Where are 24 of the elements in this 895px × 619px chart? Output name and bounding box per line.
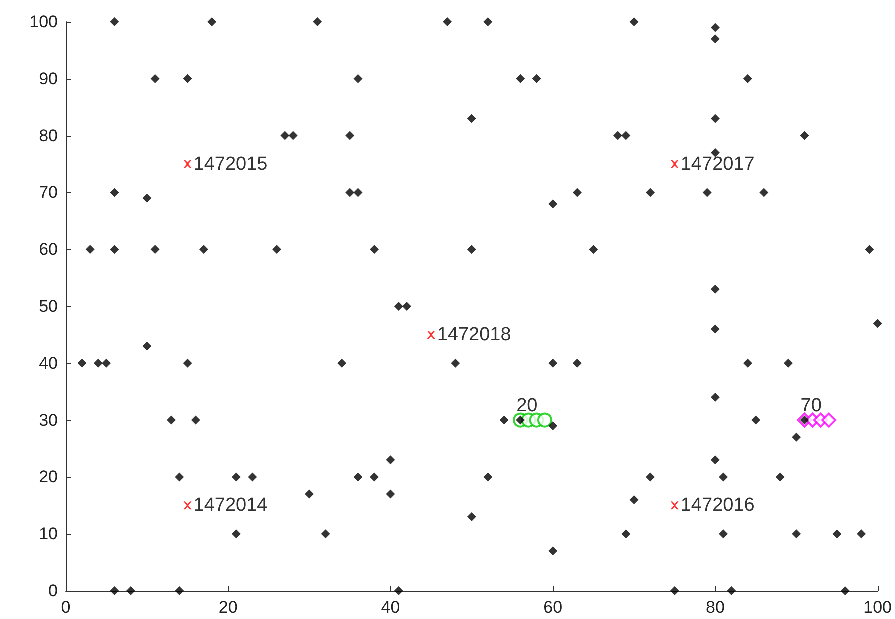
annotation: 1472015 <box>194 154 268 175</box>
y-tick-label: 0 <box>48 582 58 600</box>
x-tick-label: 40 <box>381 598 400 617</box>
annotation: 1472018 <box>437 324 512 346</box>
annotation: 1472017 <box>680 154 755 175</box>
x-tick-label: 60 <box>544 598 563 617</box>
y-tick-label: 100 <box>30 12 58 32</box>
x-tick-label: 0 <box>61 598 71 617</box>
y-tick-label: 70 <box>39 183 58 202</box>
y-tick-label: 40 <box>39 354 58 373</box>
annotation: 1472016 <box>680 495 755 516</box>
y-tick-label: 60 <box>39 240 58 260</box>
x-tick-label: 100 <box>864 598 892 617</box>
y-tick-label: 30 <box>39 410 58 430</box>
y-tick-label: 90 <box>39 69 58 88</box>
x-tick-label: 20 <box>218 598 238 617</box>
x-tick-label: 80 <box>706 598 725 617</box>
annotation: 1472014 <box>194 495 268 516</box>
y-tick-label: 20 <box>39 468 58 487</box>
y-tick-label: 50 <box>39 297 58 316</box>
y-tick-label: 10 <box>39 524 58 544</box>
annotation: 70 <box>800 395 822 416</box>
annotation: 20 <box>516 395 538 416</box>
y-tick-label: 80 <box>39 126 58 146</box>
